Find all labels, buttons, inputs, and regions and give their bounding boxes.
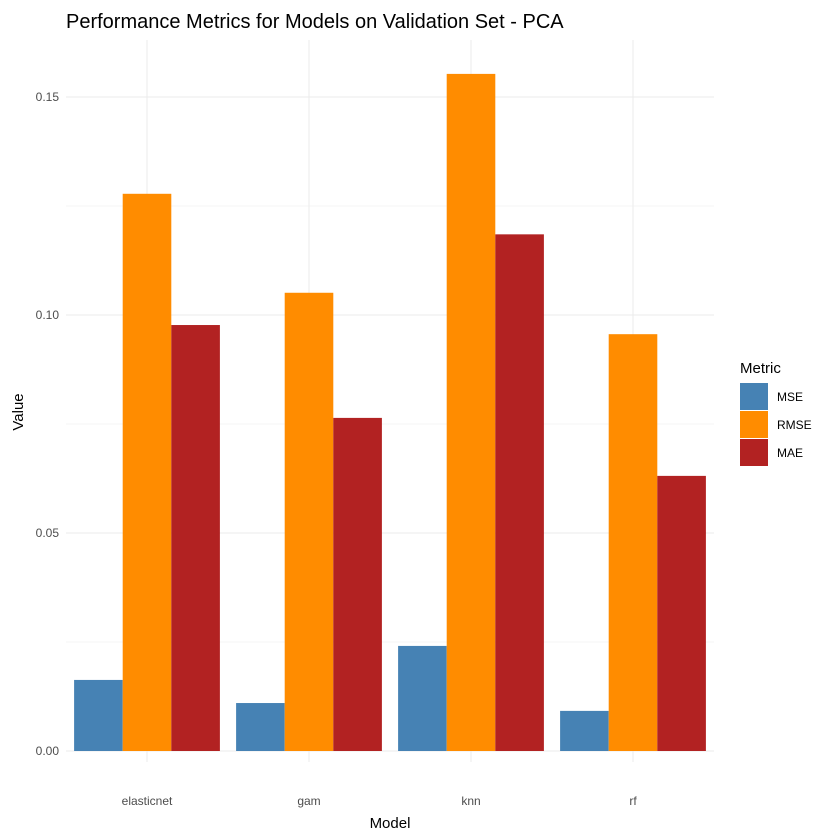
y-tick-label: 0.15 — [36, 90, 60, 104]
y-tick-label: 0.10 — [36, 308, 60, 322]
legend-swatch-mae — [740, 439, 768, 466]
legend-title: Metric — [740, 360, 781, 377]
x-tick-label: knn — [461, 794, 480, 808]
bar-mae-gam — [333, 417, 382, 751]
tick-labels: 0.00 0.05 0.10 0.15 elasticnet gam knn rf — [36, 90, 638, 808]
bar-rmse-gam — [284, 292, 334, 751]
bar-rmse-knn — [446, 73, 496, 752]
bar-mse-rf — [560, 710, 609, 751]
bar-mae-knn — [495, 234, 544, 752]
bars — [74, 73, 706, 752]
bar-mse-knn — [398, 645, 447, 751]
x-tick-label: gam — [297, 794, 320, 808]
legend-swatch-mse — [740, 383, 768, 410]
bar-mse-gam — [236, 703, 285, 751]
legend-label-mse: MSE — [777, 390, 803, 404]
bar-mae-rf — [657, 475, 706, 751]
bar-mae-elasticnet — [171, 325, 220, 751]
y-axis-title: Value — [10, 393, 27, 430]
y-tick-label: 0.00 — [36, 744, 60, 758]
legend-swatch-rmse — [740, 411, 768, 438]
bar-rmse-elasticnet — [122, 193, 172, 752]
legend: Metric MSE RMSE MAE — [740, 360, 812, 466]
bar-mse-elasticnet — [74, 679, 123, 751]
bar-rmse-rf — [608, 334, 658, 751]
x-tick-label: elasticnet — [122, 794, 173, 808]
x-axis-title: Model — [370, 815, 411, 832]
legend-label-rmse: RMSE — [777, 418, 812, 432]
y-tick-label: 0.05 — [36, 526, 60, 540]
x-tick-label: rf — [629, 794, 637, 808]
legend-items: MSE RMSE MAE — [740, 383, 812, 466]
legend-label-mae: MAE — [777, 446, 803, 460]
chart-title: Performance Metrics for Models on Valida… — [66, 11, 564, 33]
